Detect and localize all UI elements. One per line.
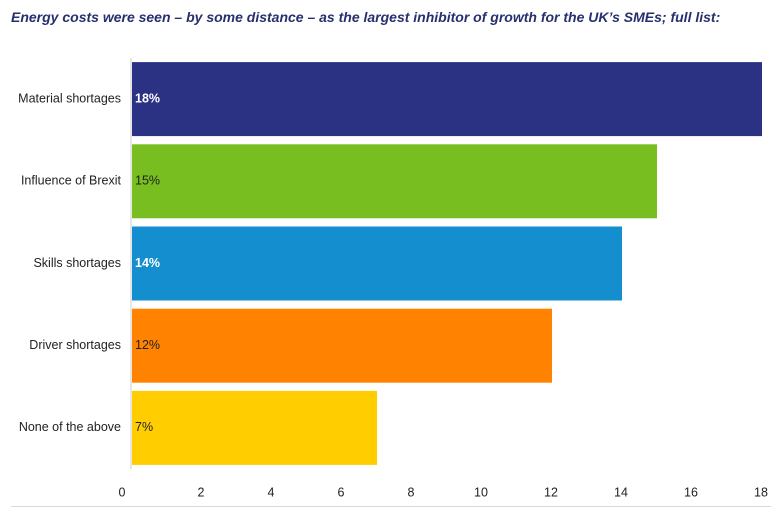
x-tick-label: 18 <box>754 485 768 499</box>
x-tick-label: 6 <box>338 485 345 499</box>
category-label: None of the above <box>19 420 121 434</box>
x-tick-label: 0 <box>119 485 126 499</box>
bar <box>132 308 552 383</box>
x-tick-label: 2 <box>198 485 205 499</box>
category-label: Influence of Brexit <box>21 174 122 188</box>
bottom-divider <box>11 506 771 507</box>
x-tick-label: 8 <box>408 485 415 499</box>
x-tick-label: 10 <box>474 485 488 499</box>
bar <box>132 390 377 465</box>
data-label: 7% <box>135 420 153 434</box>
x-tick-label: 16 <box>684 485 698 499</box>
category-label: Driver shortages <box>29 338 121 352</box>
category-label: Material shortages <box>18 91 121 105</box>
chart-title: Energy costs were seen – by some distanc… <box>11 9 721 25</box>
data-label: 15% <box>135 174 160 188</box>
bar <box>132 226 622 301</box>
bar <box>132 144 657 219</box>
data-label: 12% <box>135 338 160 352</box>
x-tick-label: 12 <box>544 485 558 499</box>
x-tick-label: 14 <box>614 485 628 499</box>
data-label: 18% <box>135 91 160 105</box>
x-tick-label: 4 <box>268 485 275 499</box>
category-label: Skills shortages <box>33 256 121 270</box>
bar <box>132 62 762 137</box>
data-label: 14% <box>135 256 160 270</box>
